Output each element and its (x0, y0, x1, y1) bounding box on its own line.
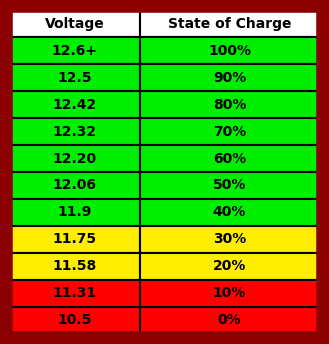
Text: 90%: 90% (213, 71, 246, 85)
Bar (10, 199, 140, 226)
Bar (140, 91, 319, 118)
Text: State of Charge: State of Charge (168, 17, 291, 31)
Bar (140, 64, 319, 91)
Bar (140, 10, 319, 37)
Text: 80%: 80% (213, 98, 246, 112)
Bar (10, 10, 140, 37)
Text: 12.20: 12.20 (53, 151, 97, 165)
Text: 100%: 100% (208, 44, 251, 58)
Bar (140, 37, 319, 64)
Bar (140, 307, 319, 334)
Text: 30%: 30% (213, 232, 246, 246)
Text: 12.6+: 12.6+ (52, 44, 98, 58)
Text: 0%: 0% (217, 313, 241, 327)
Bar (10, 172, 140, 199)
Bar (10, 253, 140, 280)
Bar (140, 118, 319, 145)
Text: 12.06: 12.06 (53, 179, 97, 193)
Text: 50%: 50% (213, 179, 246, 193)
Text: 40%: 40% (213, 205, 246, 219)
Bar (10, 307, 140, 334)
Text: 11.31: 11.31 (53, 286, 97, 300)
Text: 12.32: 12.32 (53, 125, 97, 139)
Text: 12.5: 12.5 (58, 71, 92, 85)
Text: 20%: 20% (213, 259, 246, 273)
Bar (140, 172, 319, 199)
Bar (10, 145, 140, 172)
Text: 11.58: 11.58 (53, 259, 97, 273)
Bar (140, 226, 319, 253)
Bar (10, 226, 140, 253)
Text: 10%: 10% (213, 286, 246, 300)
Text: 60%: 60% (213, 151, 246, 165)
Bar (140, 199, 319, 226)
Bar (140, 253, 319, 280)
Text: 12.42: 12.42 (53, 98, 97, 112)
Text: 11.75: 11.75 (53, 232, 97, 246)
Bar (10, 91, 140, 118)
Bar (10, 118, 140, 145)
Bar (10, 64, 140, 91)
Bar (140, 280, 319, 307)
Text: Voltage: Voltage (45, 17, 105, 31)
Text: 11.9: 11.9 (58, 205, 92, 219)
Bar (10, 280, 140, 307)
Text: 70%: 70% (213, 125, 246, 139)
Bar (140, 145, 319, 172)
Bar (10, 37, 140, 64)
Text: 10.5: 10.5 (58, 313, 92, 327)
